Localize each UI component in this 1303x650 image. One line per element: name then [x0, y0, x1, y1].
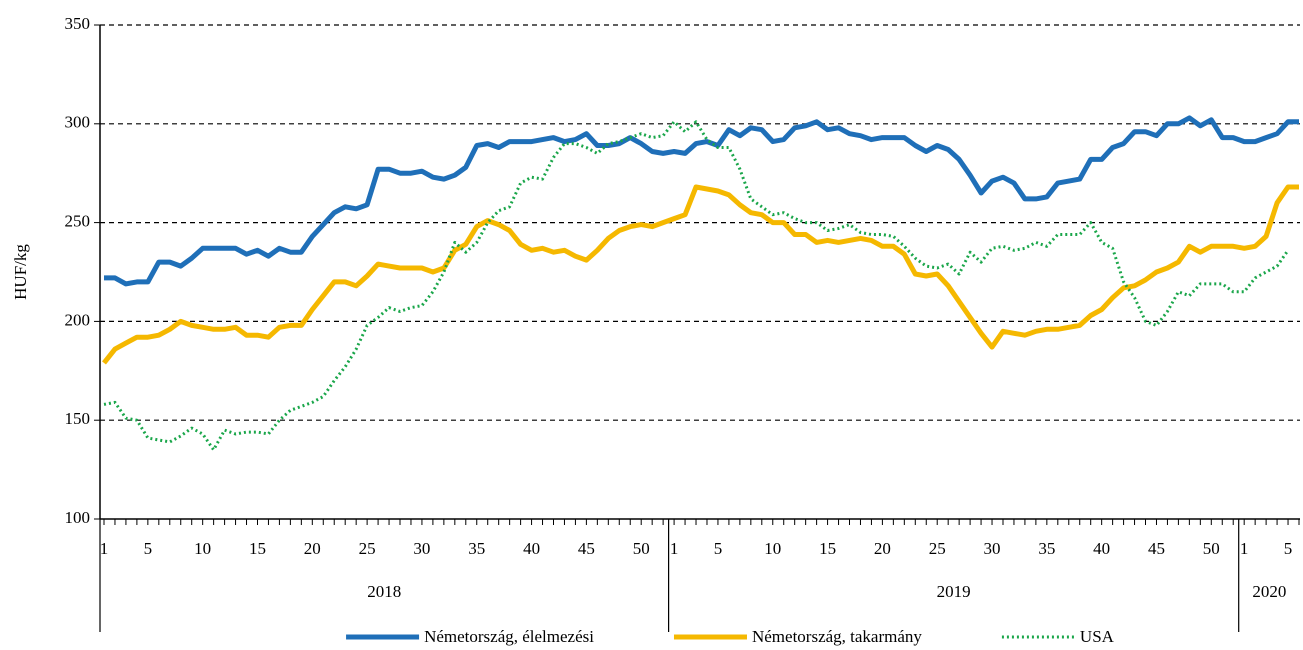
x-tick-label: 20 [874, 539, 891, 558]
group-label: 2018 [367, 582, 401, 601]
x-tick-label: 50 [1203, 539, 1220, 558]
x-tick-label: 20 [304, 539, 321, 558]
x-tick-label: 5 [1284, 539, 1293, 558]
x-tick-label: 15 [249, 539, 266, 558]
y-tick-label: 300 [65, 113, 91, 132]
x-tick-label: 40 [523, 539, 540, 558]
x-tick-label: 25 [359, 539, 376, 558]
legend-label: USA [1080, 627, 1115, 646]
x-tick-label: 1 [1240, 539, 1249, 558]
y-tick-label: 100 [65, 508, 91, 527]
x-tick-label: 10 [194, 539, 211, 558]
series-line [103, 120, 1290, 452]
group-label: 2020 [1252, 582, 1286, 601]
x-tick-label: 30 [984, 539, 1001, 558]
x-tick-label: 5 [144, 539, 153, 558]
y-axis-label: HUF/kg [11, 244, 30, 300]
x-tick-label: 45 [1148, 539, 1165, 558]
legend-label: Németország, élelmezési [424, 627, 594, 646]
y-tick-label: 250 [65, 212, 91, 231]
legend-label: Németország, takarmány [752, 627, 922, 646]
x-tick-label: 30 [413, 539, 430, 558]
series-line [104, 115, 1299, 287]
x-tick-label: 25 [929, 539, 946, 558]
y-tick-label: 150 [65, 409, 91, 428]
y-tick-label: 200 [65, 310, 91, 329]
series-line [102, 184, 1299, 365]
x-tick-label: 40 [1093, 539, 1110, 558]
x-tick-label: 45 [578, 539, 595, 558]
x-tick-label: 35 [1038, 539, 1055, 558]
x-tick-label: 35 [468, 539, 485, 558]
group-label: 2019 [937, 582, 971, 601]
x-tick-label: 1 [670, 539, 679, 558]
x-tick-label: 1 [100, 539, 109, 558]
x-tick-label: 15 [819, 539, 836, 558]
x-tick-label: 50 [633, 539, 650, 558]
y-tick-label: 350 [65, 14, 91, 33]
x-tick-label: 5 [714, 539, 723, 558]
x-tick-label: 10 [764, 539, 781, 558]
